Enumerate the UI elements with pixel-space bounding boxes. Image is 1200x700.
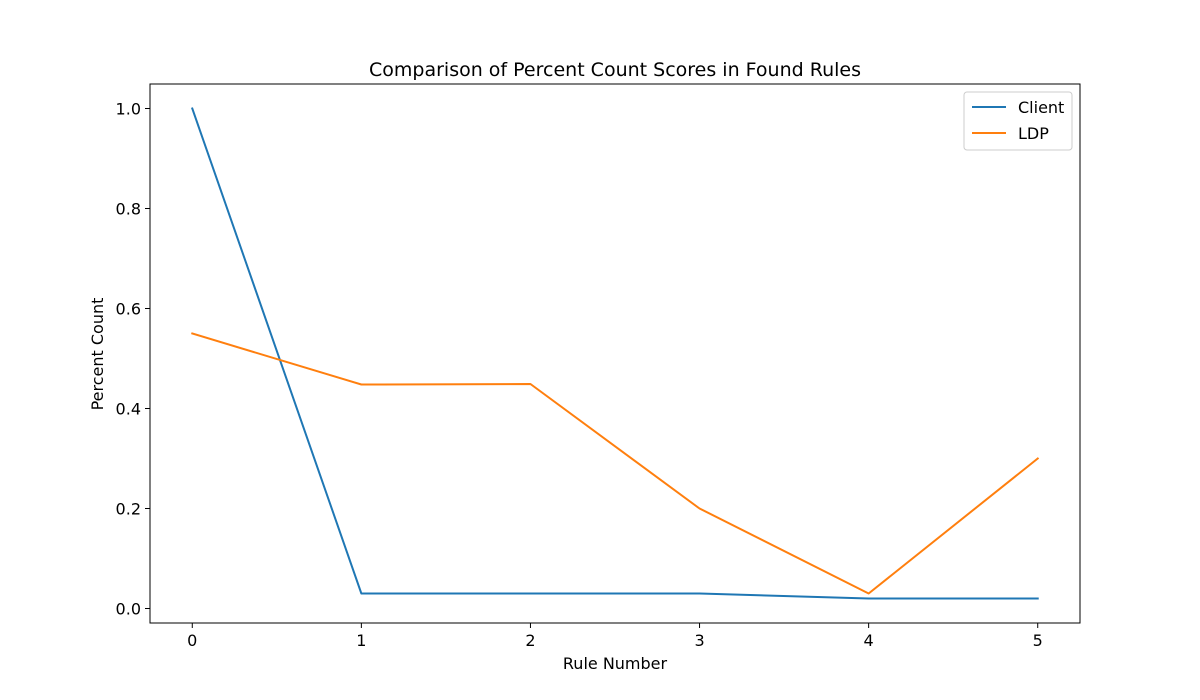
x-tick-label: 4: [864, 631, 874, 650]
x-tick-label: 1: [356, 631, 366, 650]
legend-label-client: Client: [1018, 98, 1064, 117]
y-tick-label: 0.6: [116, 300, 141, 319]
y-tick-label: 1.0: [116, 100, 141, 119]
plot-frame: [149, 83, 1081, 624]
chart-title: Comparison of Percent Count Scores in Fo…: [369, 59, 861, 81]
y-tick-label: 0.2: [116, 500, 141, 519]
y-tick-label: 0.8: [116, 200, 141, 219]
plot-area: 0 1 2 3 4 5 0.0 0.2 0.4 0.6 0.8 1.0: [116, 83, 1081, 650]
x-tick-label: 0: [187, 631, 197, 650]
series-line-client: [190, 107, 1039, 600]
y-tick-label: 0.4: [116, 400, 141, 419]
legend-label-ldp: LDP: [1018, 124, 1049, 143]
x-tick-label: 3: [694, 631, 704, 650]
y-axis-label: Percent Count: [88, 298, 107, 411]
series-line-ldp: [191, 332, 1040, 595]
y-tick-label: 0.0: [116, 600, 141, 619]
x-tick-label: 5: [1033, 631, 1043, 650]
x-axis-label: Rule Number: [563, 654, 668, 673]
x-tick-label: 2: [525, 631, 535, 650]
legend: Client LDP: [963, 91, 1073, 151]
